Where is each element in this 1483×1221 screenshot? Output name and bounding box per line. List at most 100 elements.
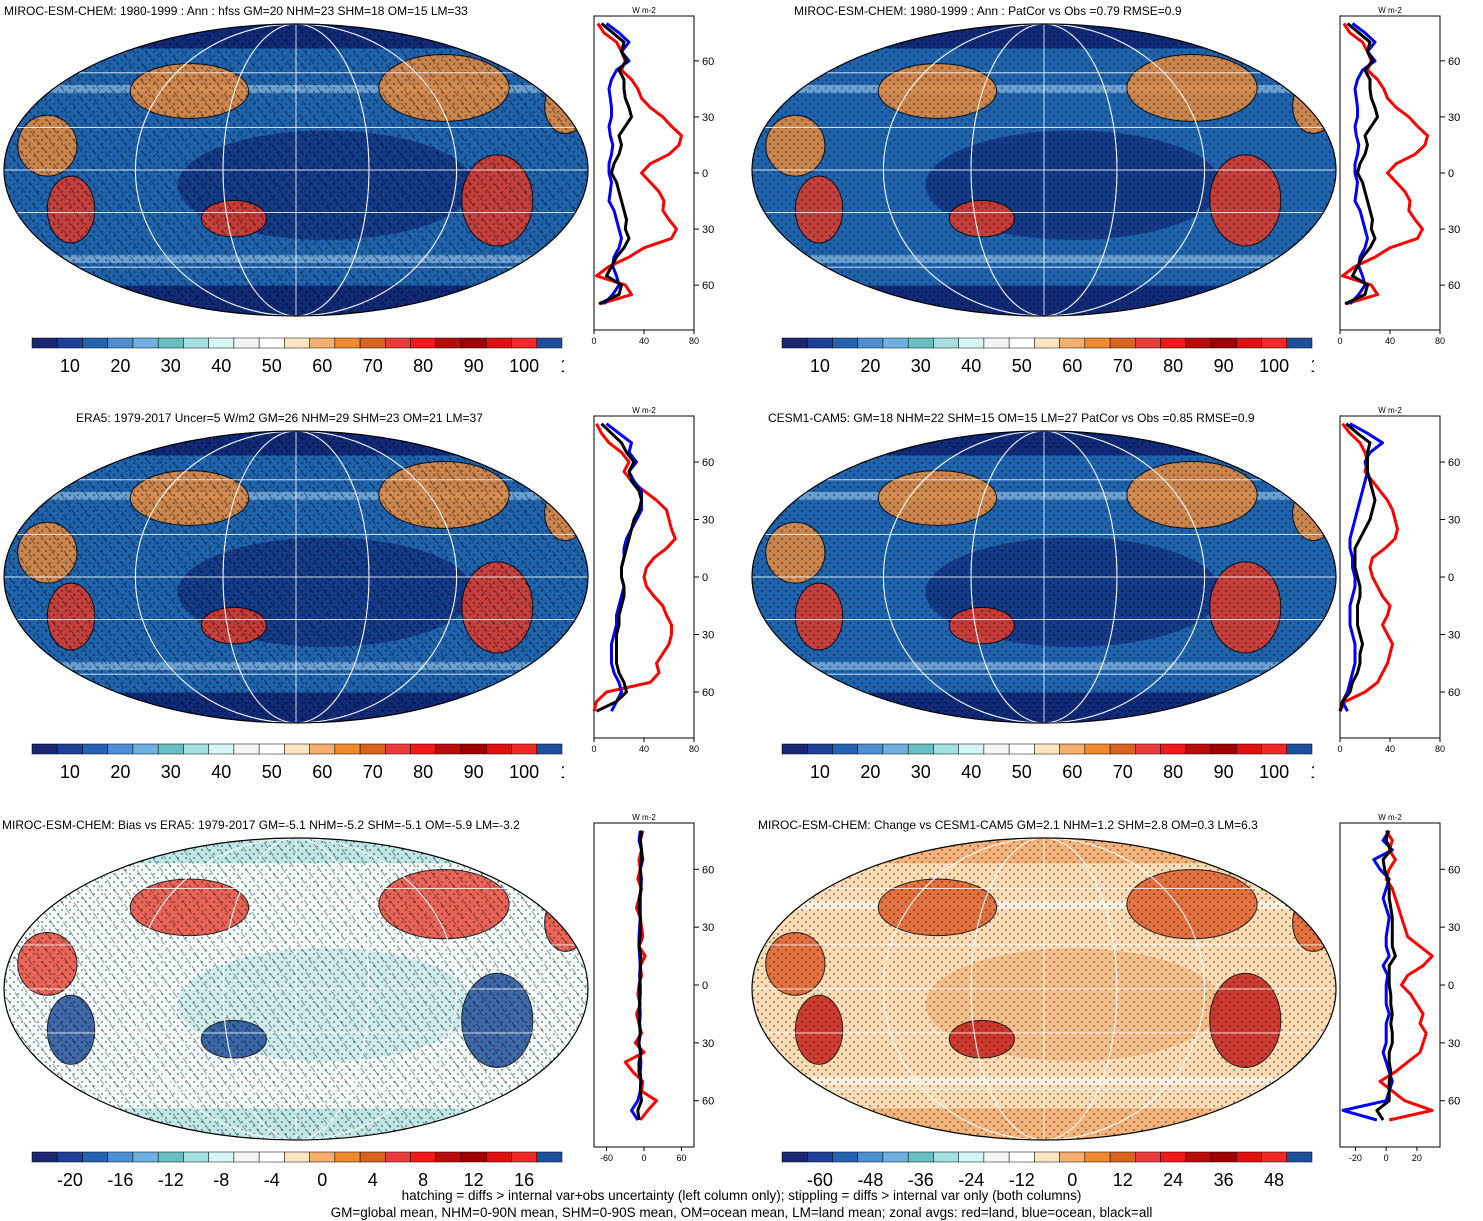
colorbar-swatch <box>56 1151 83 1163</box>
zonal-series-ocean <box>602 22 631 305</box>
colorbar-tick-label: 100 <box>1259 356 1289 376</box>
colorbar-tick-label: 10 <box>60 762 80 782</box>
colorbar-tick-label: 20 <box>110 356 130 376</box>
meridian <box>134 431 458 723</box>
colorbar-swatch <box>958 743 985 755</box>
map-panel-5 <box>3 837 589 1141</box>
zonal-plot-panel-1: W m-2 60N 30N 0 30S 60S 0 40 80 <box>591 6 715 346</box>
colorbar-swatch <box>1261 1151 1288 1163</box>
colorbar-tick-label: 30 <box>911 356 931 376</box>
lat-tick-label: 60N <box>702 864 715 876</box>
colorbar-swatch <box>309 1151 336 1163</box>
colorbar-swatch <box>385 1151 411 1163</box>
colorbar-swatch <box>31 743 58 755</box>
colorbar-tick-label: 24 <box>1163 1170 1183 1190</box>
map-field <box>752 838 1336 1140</box>
panel-title: ERA5: 1979-2017 Uncer=5 W/m2 GM=26 NHM=2… <box>76 411 483 425</box>
x-tick-label: -60 <box>600 1153 613 1163</box>
map-panel-1 <box>3 23 589 317</box>
colorbar-swatch <box>832 743 858 755</box>
colorbar-tick-label: 90 <box>464 356 484 376</box>
meridian <box>222 24 370 316</box>
colorbar-tick-label: 70 <box>363 762 383 782</box>
lat-tick-label: 30S <box>702 1038 715 1050</box>
meridian <box>222 838 370 1140</box>
colorbar-swatch <box>536 337 563 349</box>
colorbar-tick-label: 70 <box>1113 356 1133 376</box>
zonal-plot-panel-3: W m-2 60N 30N 0 30S 60S 0 40 80 <box>591 406 715 754</box>
colorbar-swatch <box>132 743 159 755</box>
colorbar-tick-label: -24 <box>958 1170 984 1190</box>
lat-tick-label: 30S <box>1448 1038 1461 1050</box>
colorbar-tick-label: 50 <box>1012 762 1032 782</box>
colorbar-tick-label: 20 <box>110 762 130 782</box>
x-tick-label: 40 <box>639 336 649 346</box>
footer-line-2: GM=global mean, NHM=0-90N mean, SHM=0-90… <box>330 1205 1153 1220</box>
colorbar-swatch <box>1286 743 1313 755</box>
colorbar-swatch <box>983 337 1010 349</box>
panel-title: MIROC-ESM-CHEM: 1980-1999 : Ann : PatCor… <box>794 4 1182 18</box>
colorbar-swatch <box>1286 337 1313 349</box>
map-panel-2 <box>751 23 1337 317</box>
zonal-plot-panel-6: W m-2 60N 30N 0 30S 60S -20 0 20 <box>1339 813 1461 1163</box>
lat-tick-label: 60S <box>702 280 715 292</box>
colorbar-swatch <box>1236 1151 1262 1163</box>
colorbar-swatch <box>857 743 884 755</box>
lat-tick-label: 60N <box>1448 457 1461 469</box>
colorbar-tick-label: -36 <box>908 1170 934 1190</box>
colorbar-swatch <box>1160 337 1187 349</box>
colorbar-swatch <box>258 1151 285 1163</box>
lat-tick-label: 60S <box>702 687 715 699</box>
lat-tick-label: 30N <box>702 515 715 527</box>
meridian <box>970 838 1118 1140</box>
colorbar-swatch <box>1210 1151 1237 1163</box>
zonal-series-land <box>592 423 677 712</box>
colorbar-swatch <box>309 743 336 755</box>
colorbar-swatch <box>385 743 411 755</box>
colorbar-swatch <box>82 337 108 349</box>
meridian <box>882 431 1206 723</box>
colorbar-tick-label: 16 <box>514 1170 534 1190</box>
lat-tick-label: 0 <box>702 572 708 584</box>
colorbar-tick-label: 100 <box>509 356 539 376</box>
colorbar-swatch <box>511 1151 538 1163</box>
colorbar-tick-label: 70 <box>363 356 383 376</box>
colorbar-tick-label: 40 <box>211 356 231 376</box>
lat-tick-label: 0 <box>1448 572 1454 584</box>
colorbar-panel-2: 10 20 30 40 50 60 70 80 90 100 110 <box>781 337 1314 376</box>
colorbar-swatch <box>410 337 437 349</box>
colorbar-swatch <box>511 337 538 349</box>
colorbar-tick-label: 20 <box>860 762 880 782</box>
zonal-units-label: W m-2 <box>1378 406 1402 415</box>
colorbar-tick-label: 40 <box>211 762 231 782</box>
colorbar-swatch <box>958 337 985 349</box>
panel-title: CESM1-CAM5: GM=18 NHM=22 SHM=15 OM=15 LM… <box>768 411 1255 425</box>
lat-tick-label: 30N <box>1448 922 1461 934</box>
zonal-series-all <box>1338 422 1377 712</box>
colorbar-swatch <box>1185 1151 1212 1163</box>
x-tick-label: 80 <box>1435 336 1445 346</box>
colorbar-swatch <box>1034 743 1060 755</box>
footer-line-1: hatching = diffs > internal var+obs unce… <box>401 1188 1082 1203</box>
zonal-series-land <box>595 22 683 306</box>
colorbar-swatch <box>958 1151 985 1163</box>
colorbar-swatch <box>806 337 833 349</box>
colorbar-swatch <box>132 337 159 349</box>
colorbar-swatch <box>1059 337 1086 349</box>
colorbar-panel-6: -60-48-36-24-1201224364860 <box>781 1151 1313 1190</box>
colorbar-swatch <box>31 1151 58 1163</box>
colorbar-swatch <box>486 1151 512 1163</box>
zonal-units-label: W m-2 <box>632 813 656 822</box>
colorbar-tick-label: 50 <box>262 762 282 782</box>
colorbar-swatch <box>536 743 563 755</box>
panel-title: MIROC-ESM-CHEM: Change vs CESM1-CAM5 GM=… <box>758 818 1258 832</box>
zonal-series-ocean <box>1348 22 1377 305</box>
colorbar-tick-label: 20 <box>860 356 880 376</box>
colorbar-swatch <box>56 337 83 349</box>
meridian <box>882 838 1206 1140</box>
colorbar-swatch <box>511 743 538 755</box>
colorbar-swatch <box>460 1151 487 1163</box>
colorbar-tick-label: 60 <box>1062 762 1082 782</box>
x-tick-label: 40 <box>639 744 649 754</box>
zonal-frame <box>593 822 695 1148</box>
